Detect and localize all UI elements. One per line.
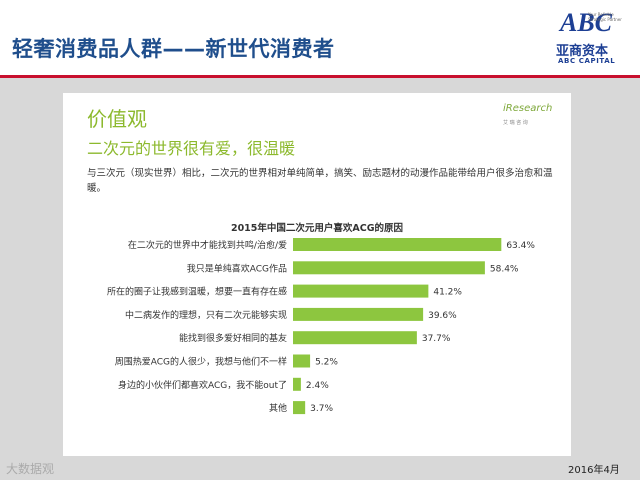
value-label: 2.4%	[306, 381, 329, 391]
value-label: 3.7%	[310, 404, 333, 414]
category-label: 所在的圈子让我感到温暖，想要一直有存在感	[107, 286, 287, 298]
bar	[293, 261, 485, 275]
category-label: 周围热爱ACG的人很少，我想与他们不一样	[115, 356, 287, 368]
logo-cn-text: 亚商资本	[556, 44, 609, 59]
section-subtitle: 二次元的世界很有爱，很温暖	[87, 139, 296, 158]
bar	[293, 307, 424, 321]
category-label: 我只是单纯喜欢ACG作品	[187, 262, 287, 274]
value-label: 5.2%	[315, 358, 338, 368]
iresearch-logo-cn: 艾 瑞 咨 询	[503, 120, 528, 126]
footer-date: 2016年4月	[568, 465, 620, 476]
bar	[293, 238, 502, 251]
header-divider	[0, 75, 640, 78]
body-text: 与三次元（现实世界）相比，二次元的世界相对单纯简单，搞笑、励志题材的动漫作品能带…	[87, 168, 553, 194]
category-label: 其他	[269, 402, 287, 414]
value-label: 37.7%	[422, 334, 451, 344]
bar-chart: 在二次元的世界中才能找到共鸣/治愈/爱 63.4% 我只是单纯喜欢ACG作品 58.4…	[107, 238, 535, 415]
chart-title: 2015年中国二次元用户喜欢ACG的原因	[230, 223, 404, 234]
value-label: 63.4%	[506, 241, 535, 251]
page-title: 轻奢消费品人群——新世代消费者	[12, 37, 335, 61]
category-label: 能找到很多爱好相同的基友	[179, 332, 287, 344]
value-label: 39.6%	[428, 311, 457, 321]
slide-card: 价值观 二次元的世界很有爱，很温暖 iResearch 艾 瑞 咨 询 与三次元…	[63, 93, 571, 458]
category-label: 在二次元的世界中才能找到共鸣/治愈/爱	[128, 239, 287, 251]
bar	[293, 331, 417, 345]
abc-capital-logo: ABC Your Reliable Strategic Partner 亚商资本…	[552, 6, 634, 70]
bar	[293, 284, 429, 298]
watermark-text: 大数据观	[6, 462, 55, 476]
value-label: 41.2%	[433, 288, 462, 298]
bar	[293, 377, 301, 391]
iresearch-logo-text: iResearch	[503, 103, 553, 114]
category-label: 中二病发作的理想，只有二次元能够实现	[125, 309, 287, 321]
logo-tagline: Your Reliable Strategic Partner	[588, 12, 622, 22]
bar	[293, 354, 311, 368]
logo-abc-text: ABC	[560, 8, 613, 37]
category-label: 身边的小伙伴们都喜欢ACG，我不能out了	[118, 379, 287, 391]
logo-en-text: ABC CAPITAL	[558, 57, 616, 65]
iresearch-logo: iResearch 艾 瑞 咨 询	[503, 101, 563, 135]
bar	[293, 401, 306, 415]
value-label: 58.4%	[490, 264, 519, 274]
header: 轻奢消费品人群——新世代消费者 ABC Your Reliable Strate…	[0, 0, 640, 80]
footer: 大数据观 2016年4月	[0, 456, 640, 480]
section-title: 价值观	[87, 107, 147, 131]
